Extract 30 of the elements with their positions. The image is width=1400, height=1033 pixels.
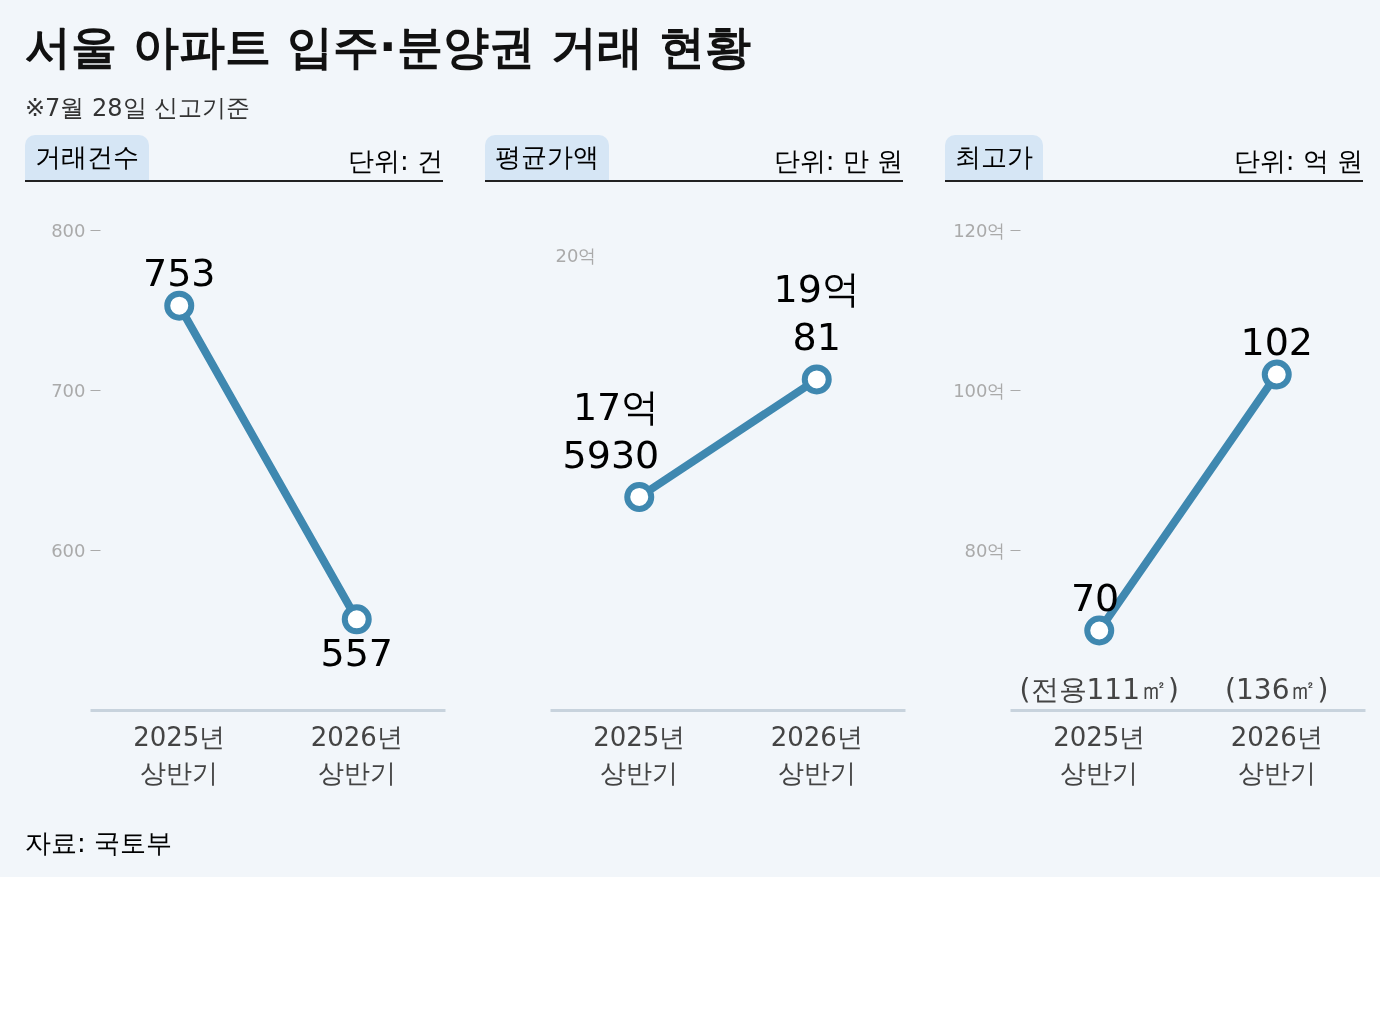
chart-title: 최고가: [945, 134, 1043, 181]
y-tick-label: 800: [51, 219, 86, 241]
data-label: 70: [1070, 575, 1120, 620]
data-label: 102: [1240, 319, 1314, 364]
y-tick-label: 700: [51, 379, 86, 401]
chart-subtitle: 단위: 건: [347, 145, 443, 178]
chart-subtitle: 단위: 억 원: [1233, 145, 1363, 178]
text: 자료: 국토부: [25, 827, 173, 860]
y-tick-label: 100억: [953, 379, 1006, 401]
text: 19억 81: [773, 267, 860, 360]
text: 17억 5930: [562, 384, 660, 477]
x-tick-label: 2026년 상반기: [1230, 721, 1323, 788]
chart-subtitle: 단위: 만 원: [773, 145, 903, 178]
data-label: 557: [320, 631, 394, 676]
chart-title: 거래건수: [25, 134, 149, 181]
text: ※7월 28일 신고기준: [25, 92, 251, 124]
chart-title: 평균가액: [485, 134, 609, 181]
text: 20억: [555, 244, 597, 266]
x-tick-label: 2026년 상반기: [310, 721, 403, 788]
x-tick-label: 2026년 상반기: [770, 721, 863, 788]
data-label: 753: [142, 250, 216, 295]
text: 서울 아파트 입주·분양권 거래 현황: [25, 19, 751, 76]
annotation: (136㎡): [1225, 672, 1329, 706]
y-tick-label: 600: [51, 539, 86, 561]
y-tick-label: 120억: [953, 219, 1006, 241]
x-tick-label: 2025년 상반기: [133, 721, 226, 788]
x-tick-label: 2025년 상반기: [1053, 721, 1146, 788]
annotation: (전용111㎡): [1019, 672, 1179, 706]
x-tick-label: 2025년 상반기: [593, 721, 686, 788]
y-tick-label: 80억: [964, 539, 1006, 561]
